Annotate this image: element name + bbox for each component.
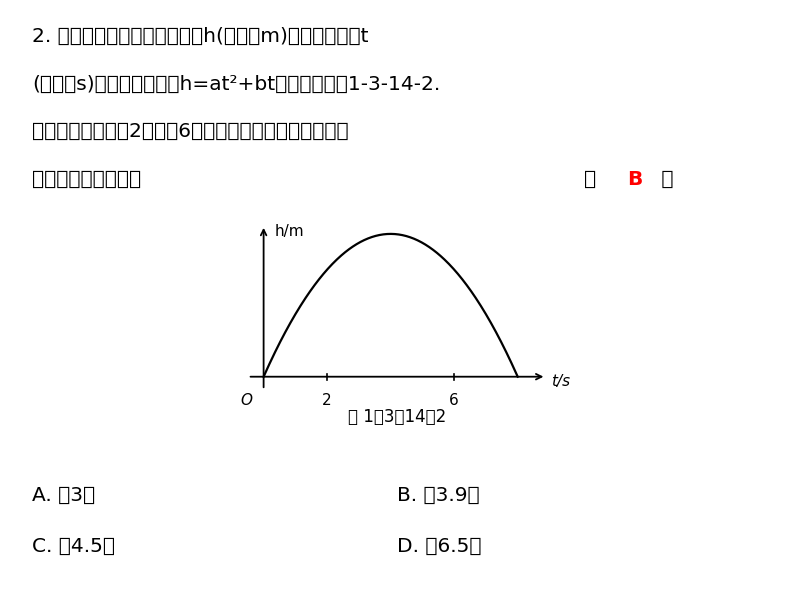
Text: 2: 2: [322, 393, 332, 408]
Text: 若小球在发射后第2秒与第6秒时的高度相等，则下列时刻: 若小球在发射后第2秒与第6秒时的高度相等，则下列时刻: [32, 122, 349, 141]
Text: C. 第4.5秒: C. 第4.5秒: [32, 536, 115, 555]
Text: B. 第3.9秒: B. 第3.9秒: [397, 486, 480, 505]
Text: h/m: h/m: [275, 224, 304, 239]
Text: （: （: [584, 170, 602, 189]
Text: t/s: t/s: [551, 374, 570, 389]
Text: (单位：s)的函数表达式为h=at²+bt，其图象如图1-3-14-2.: (单位：s)的函数表达式为h=at²+bt，其图象如图1-3-14-2.: [32, 74, 440, 94]
Text: O: O: [240, 393, 252, 408]
Text: B: B: [627, 170, 642, 189]
Text: 图 1－3－14－2: 图 1－3－14－2: [348, 408, 446, 426]
Text: A. 第3秒: A. 第3秒: [32, 486, 95, 505]
Text: 小球的高度最高的是: 小球的高度最高的是: [32, 170, 141, 189]
Text: D. 第6.5秒: D. 第6.5秒: [397, 536, 481, 555]
Text: ）: ）: [655, 170, 673, 189]
Text: 2. 竖直向上发射的小球的高度h(单位：m)关于运动时间t: 2. 竖直向上发射的小球的高度h(单位：m)关于运动时间t: [32, 27, 368, 46]
Text: 6: 6: [449, 393, 459, 408]
